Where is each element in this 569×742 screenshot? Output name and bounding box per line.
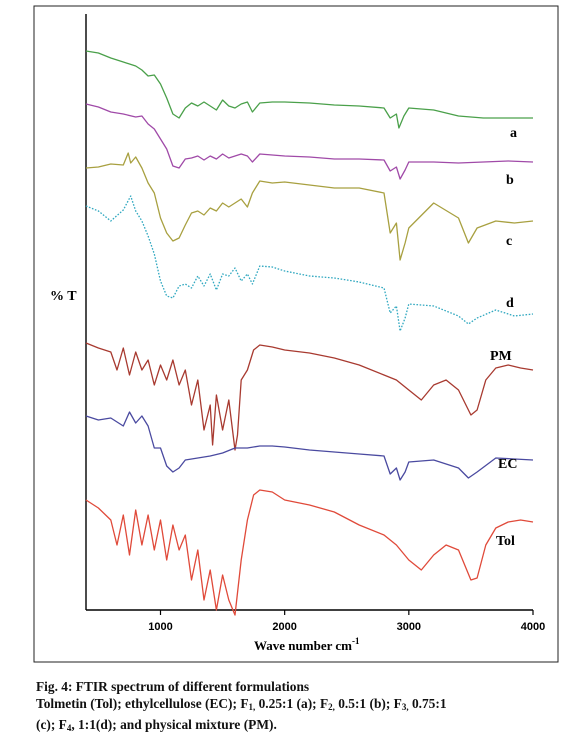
y-axis-label: % T [50,289,77,304]
caption-text: 0.5:1 (b); F [334,696,402,711]
series-label-ec: EC [498,457,517,472]
figure-caption: Fig. 4: FTIR spectrum of different formu… [36,678,564,737]
x-ticks: 1000 2000 3000 4000 [148,610,545,633]
x-tick-label: 2000 [272,621,296,633]
series-label-b: b [506,173,514,188]
series-line-pm [85,342,534,451]
caption-text: 0.75:1 [408,696,447,711]
caption-subscript: 1, [248,702,256,712]
series-label-c: c [506,234,512,249]
caption-title: Fig. 4: FTIR spectrum of different formu… [36,679,310,694]
series-line-c [85,152,534,261]
x-axis-label-superscript: -1 [352,636,360,646]
x-tick-label: 1000 [148,621,172,633]
caption-text: 0.25:1 (a); F [255,696,329,711]
series-line-ec [85,411,534,481]
spectra [85,50,534,616]
figure-border [33,5,559,663]
caption-line-2: Tolmetin (Tol); ethylcellulose (EC); F1,… [36,695,564,716]
caption-subscript: 3, [401,702,409,712]
series-line-b [85,103,534,180]
series-line-tol [85,489,534,616]
caption-text: Tolmetin (Tol); ethylcellulose (EC); F [36,696,249,711]
caption-subscript: 4 [66,723,72,733]
plot-area: 1000 2000 3000 4000 a b c d PM EC Tol [85,14,545,633]
series-label-d: d [506,296,514,311]
caption-subscript: 2, [328,702,335,712]
series-label-tol: Tol [496,534,515,549]
x-axis-label-text: Wave number cm [254,638,352,653]
series-line-a [85,50,533,129]
caption-text: , 1:1(d); and physical mixture (PM). [71,717,277,732]
series-label-a: a [510,126,517,141]
x-axis-label: Wave number cm-1 [254,636,360,653]
x-tick-label: 3000 [397,621,421,633]
series-label-pm: PM [490,349,512,364]
caption-text: (c); F [36,717,67,732]
x-tick-label: 4000 [521,621,545,633]
series-line-d [85,195,534,332]
series-labels: a b c d PM EC Tol [490,126,517,549]
caption-line-3: (c); F4, 1:1(d); and physical mixture (P… [36,716,564,737]
